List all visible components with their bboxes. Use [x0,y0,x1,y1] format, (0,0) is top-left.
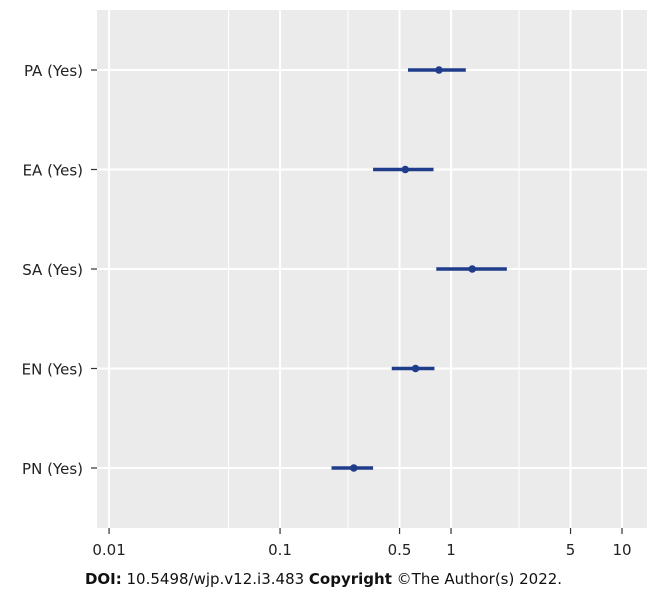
point-estimate [411,364,420,373]
point-estimate [350,464,358,472]
doi-value: 10.5498/wjp.v12.i3.483 [121,570,309,588]
copyright-label: Copyright [308,570,392,588]
category-label: EA (Yes) [23,162,83,180]
forest-plot: PA (Yes) EA (Yes) SA (Yes) EN (Yes) PN (Yes)… [22,10,647,559]
x-tick-label: 0.5 [388,541,412,559]
x-axis-ticks: 0.01 0.1 0.5 1 5 10 [92,528,632,559]
x-tick-label: 10 [612,541,631,559]
footer: DOI: 10.5498/wjp.v12.i3.483 Copyright ©T… [0,570,647,588]
point-estimate [435,66,443,74]
estimate-marks [331,66,507,472]
category-label: SA (Yes) [22,261,83,279]
x-tick-label: 5 [566,541,576,559]
x-tick-label: 1 [446,541,456,559]
category-label: PA (Yes) [24,62,83,80]
category-labels: PA (Yes) EA (Yes) SA (Yes) EN (Yes) PN (Yes) [22,62,97,478]
point-estimate [468,265,477,273]
x-tick-label: 0.01 [92,541,125,559]
category-label: PN (Yes) [22,460,83,478]
category-label: EN (Yes) [22,361,83,379]
copyright-value: ©The Author(s) 2022. [391,570,563,588]
x-tick-label: 0.1 [268,541,292,559]
point-estimate [401,165,410,174]
doi-label: DOI: [84,570,122,588]
